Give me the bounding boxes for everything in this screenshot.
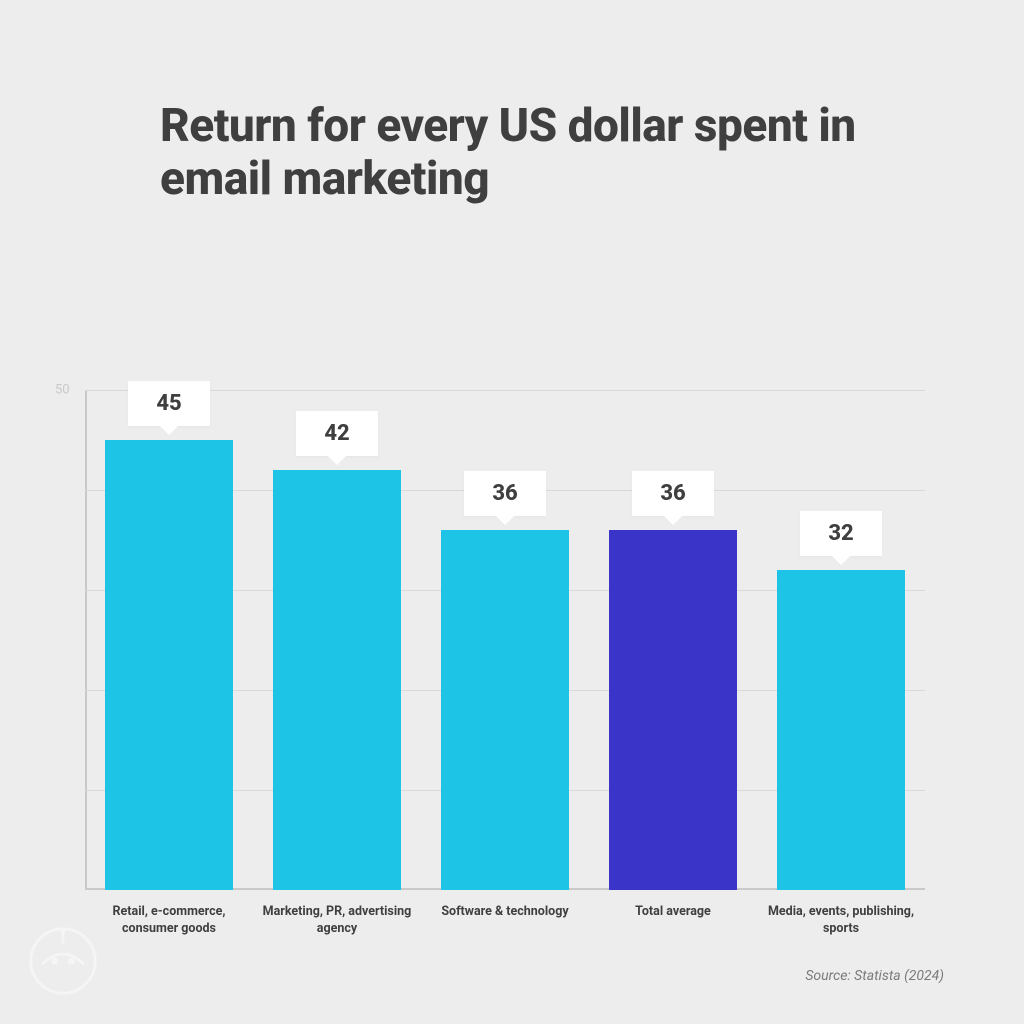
brand-logo-icon	[28, 926, 98, 996]
bar-category-label: Retail, e-commerce, consumer goods	[84, 904, 254, 938]
bar-value-label: 42	[296, 411, 377, 456]
bar-group: 42Marketing, PR, advertising agency	[257, 411, 417, 890]
bar	[441, 530, 569, 890]
y-tick-label: 50	[55, 383, 70, 398]
bar-group: 45Retail, e-commerce, consumer goods	[89, 381, 249, 890]
bar	[273, 470, 401, 890]
bar-group: 36Total average	[593, 471, 753, 890]
bar-group: 32Media, events, publishing, sports	[761, 511, 921, 890]
bar	[609, 530, 737, 890]
bar	[105, 440, 233, 890]
bar-group: 36Software & technology	[425, 471, 585, 890]
bar-category-label: Total average	[588, 904, 758, 921]
chart-title: Return for every US dollar spent in emai…	[160, 100, 904, 206]
bar	[777, 570, 905, 890]
bar-category-label: Media, events, publishing, sports	[756, 904, 926, 938]
bar-category-label: Marketing, PR, advertising agency	[252, 904, 422, 938]
bar-value-label: 45	[128, 381, 209, 426]
bar-value-label: 36	[464, 471, 545, 516]
source-attribution: Source: Statista (2024)	[805, 968, 944, 984]
bar-value-label: 36	[632, 471, 713, 516]
bar-value-label: 32	[800, 511, 881, 556]
bar-chart: 50 45Retail, e-commerce, consumer goods4…	[85, 390, 925, 890]
bar-category-label: Software & technology	[420, 904, 590, 921]
